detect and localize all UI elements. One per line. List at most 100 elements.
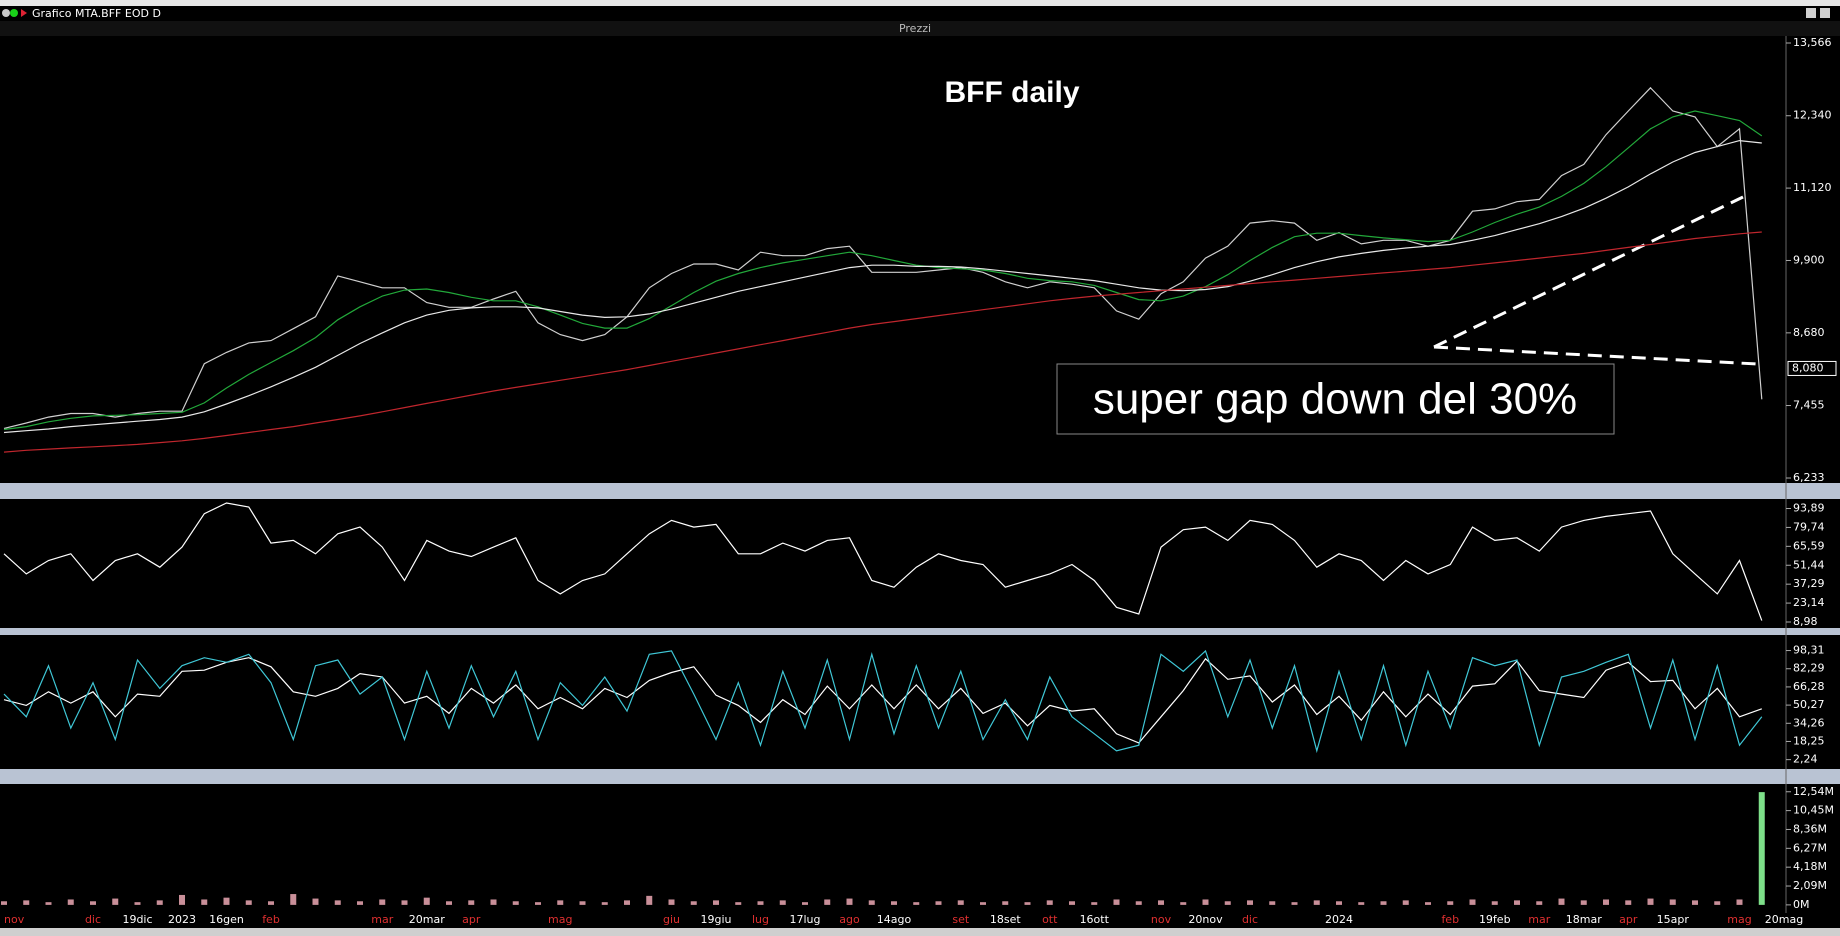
x-tick-label: mar — [371, 913, 393, 926]
x-tick-label: mag — [548, 913, 572, 926]
volume-bar — [223, 897, 230, 905]
volume-bar — [245, 900, 252, 905]
volume-bar — [1069, 901, 1075, 905]
x-tick-label: apr — [462, 913, 481, 926]
x-tick-label: ago — [839, 913, 860, 926]
volume-bar — [1269, 901, 1276, 905]
y-tick-label: 50,27 — [1793, 698, 1825, 711]
x-tick-label: mar — [1528, 913, 1550, 926]
x-tick-label: 19feb — [1479, 913, 1511, 926]
x-tick-label: 2023 — [168, 913, 196, 926]
y-tick-label: 93,89 — [1793, 502, 1825, 515]
x-tick-label: 14ago — [877, 913, 912, 926]
window-title: Grafico MTA.BFF EOD D — [32, 7, 161, 20]
x-tick-label: 19giu — [700, 913, 731, 926]
volume-bar — [913, 902, 920, 905]
y-tick-label: 23,14 — [1793, 596, 1825, 609]
volume-bar — [1647, 898, 1654, 905]
annotation-box — [1056, 363, 1615, 435]
volume-bar — [935, 901, 942, 905]
volume-bar — [23, 900, 30, 905]
volume-bar — [1736, 899, 1743, 905]
volume-bar — [1491, 901, 1498, 905]
volume-bar — [868, 900, 875, 905]
x-tick-label: apr — [1619, 913, 1638, 926]
status-bar — [0, 928, 1840, 936]
volume-bar — [735, 902, 742, 905]
panel-separator — [0, 769, 1840, 784]
volume-bar — [1180, 902, 1187, 905]
title-bar — [0, 6, 1840, 21]
x-tick-label: dic — [85, 913, 101, 926]
window-icon — [10, 9, 18, 17]
volume-bar — [1580, 900, 1587, 905]
volume-bar — [334, 900, 341, 905]
y-tick-label: 12,54M — [1793, 785, 1834, 798]
x-tick-label: 15apr — [1657, 913, 1690, 926]
volume-bar — [980, 902, 986, 905]
x-tick-label: 20nov — [1188, 913, 1223, 926]
volume-bar — [779, 900, 786, 905]
window-frame — [0, 0, 1840, 6]
volume-bar — [1, 901, 7, 905]
volume-bar — [67, 899, 74, 905]
x-tick-label: 18set — [990, 913, 1021, 926]
panel-title: Prezzi — [899, 22, 931, 35]
volume-bar — [1202, 899, 1209, 905]
volume-bar — [201, 899, 208, 905]
x-tick-label: 20mag — [1765, 913, 1803, 926]
volume-bar — [1158, 900, 1164, 905]
x-tick-label: dic — [1242, 913, 1258, 926]
volume-bar — [579, 901, 586, 905]
volume-bar — [45, 902, 52, 905]
volume-bar — [1380, 901, 1387, 905]
volume-bar — [802, 902, 808, 905]
volume-bar — [1558, 898, 1565, 905]
x-tick-label: feb — [1441, 913, 1459, 926]
volume-bar — [1603, 899, 1609, 905]
volume-bar — [401, 900, 408, 905]
x-tick-label: nov — [1151, 913, 1172, 926]
volume-bar — [490, 899, 497, 905]
y-tick-label: 37,29 — [1793, 577, 1825, 590]
trend-line — [1433, 345, 1758, 366]
volume-bar — [1469, 899, 1476, 905]
window-icon — [21, 9, 27, 17]
last-price-box — [1787, 360, 1837, 376]
panel-separator — [0, 628, 1840, 635]
volume-bar — [1514, 900, 1520, 905]
y-tick-label: 4,18M — [1793, 860, 1827, 873]
volume-bar — [512, 901, 519, 905]
series-line — [3, 110, 1763, 431]
series-line — [3, 649, 1763, 754]
x-tick-label: nov — [4, 913, 25, 926]
x-tick-label: lug — [752, 913, 769, 926]
volume-bar — [423, 897, 430, 905]
y-tick-label: 8,680 — [1793, 326, 1825, 339]
y-tick-label: 51,44 — [1793, 558, 1825, 571]
trend-line — [1433, 195, 1744, 349]
y-tick-label: 8,36M — [1793, 822, 1827, 835]
volume-bar — [713, 900, 719, 905]
y-tick-label: 98,31 — [1793, 644, 1825, 657]
volume-bar — [1402, 900, 1409, 905]
volume-bar — [824, 899, 831, 905]
volume-bar — [1024, 902, 1031, 905]
volume-bar — [312, 898, 319, 905]
volume-bar — [1625, 900, 1632, 905]
volume-bar — [179, 894, 185, 905]
volume-bar — [156, 900, 163, 905]
volume-bar — [1046, 900, 1053, 905]
y-tick-label: 10,45M — [1793, 804, 1834, 817]
y-tick-label: 2,24 — [1793, 753, 1818, 766]
volume-bar — [1002, 901, 1009, 905]
volume-bar — [690, 901, 697, 905]
volume-bar — [379, 899, 386, 905]
volume-bar — [668, 899, 675, 905]
y-tick-label: 11,120 — [1793, 181, 1832, 194]
volume-bar — [112, 898, 119, 905]
window-button[interactable] — [1820, 8, 1830, 18]
window-button[interactable] — [1806, 8, 1816, 18]
volume-bar — [1291, 902, 1298, 905]
